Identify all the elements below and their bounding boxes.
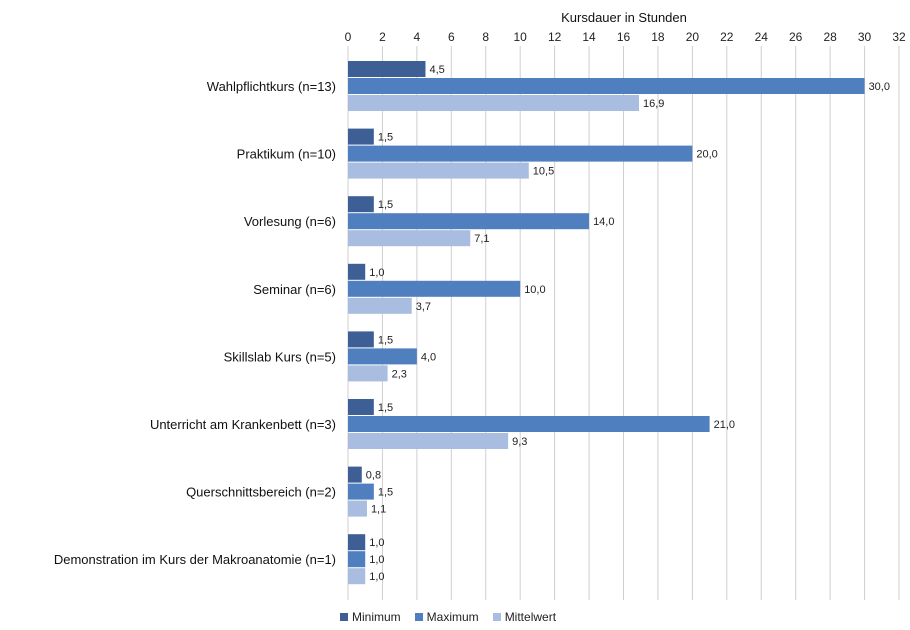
data-label: 1,0 [369,267,384,279]
bar-marks [348,61,865,585]
bar-maximum [348,551,366,568]
data-label: 1,5 [378,487,393,499]
gridlines [347,46,900,600]
data-label: 1,5 [378,132,393,144]
data-label: 30,0 [869,81,890,93]
data-label: 16,9 [643,98,664,110]
category-label: Unterricht am Krankenbett (n=3) [150,417,336,432]
legend: Minimum Maximum Mittelwert [340,610,556,624]
data-label: 2,3 [392,368,407,380]
legend-swatch-minimum [340,613,348,621]
legend-item-maximum: Maximum [414,610,479,624]
bar-minimum [348,128,374,145]
bar-minimum [348,331,374,348]
data-label: 1,0 [369,571,384,583]
x-tick-label: 4 [414,30,421,44]
category-label: Vorlesung (n=6) [244,214,336,229]
category-labels: Wahlpflichtkurs (n=13) Praktikum (n=10) Vo… [54,79,336,567]
bar-maximum [348,483,374,500]
data-label: 3,7 [416,301,431,313]
legend-item-mittelwert: Mittelwert [492,610,557,624]
category-label: Seminar (n=6) [253,282,336,297]
bar-maximum [348,280,521,297]
data-label: 1,5 [378,199,393,211]
legend-swatch-maximum [414,613,423,621]
bar-mittelwert [348,297,412,314]
x-tick-label: 22 [720,30,734,44]
bar-maximum [348,213,590,230]
data-labels: 4,5 30,0 16,9 1,5 20,0 10,5 1,5 14,0 7,1 1,0 10,0 3… [366,64,890,583]
x-axis-ticks: 0 2 4 6 8 10 12 14 16 18 20 22 24 26 28 30 32 [345,30,906,44]
bar-mittelwert [348,95,639,111]
legend-swatch-mittelwert [492,613,501,621]
bar-mittelwert [348,365,388,382]
bar-maximum [348,78,865,94]
data-label: 1,0 [369,537,384,549]
data-label: 9,3 [512,436,527,448]
bar-minimum [348,534,366,551]
data-label: 1,1 [371,504,386,516]
bar-maximum [348,348,417,365]
data-label: 21,0 [714,419,735,431]
data-label: 20,0 [696,149,717,161]
x-tick-label: 2 [379,30,386,44]
x-tick-label: 28 [823,30,837,44]
x-tick-label: 32 [892,30,906,44]
x-tick-label: 10 [514,30,528,44]
legend-item-minimum: Minimum [340,610,401,624]
bar-mittelwert [348,433,509,449]
axis-title: Kursdauer in Stunden [561,10,687,25]
category-label: Querschnittsbereich (n=2) [186,485,336,500]
data-label: 10,5 [533,166,554,178]
x-tick-label: 12 [548,30,562,44]
data-label: 1,0 [369,554,384,566]
data-label: 10,0 [524,284,545,296]
data-label: 4,0 [421,351,436,363]
x-tick-label: 6 [448,30,455,44]
bar-mittelwert [348,162,529,179]
x-tick-label: 16 [617,30,631,44]
x-tick-label: 8 [482,30,489,44]
category-label: Demonstration im Kurs der Makroanatomie … [54,552,336,567]
data-label: 7,1 [474,233,489,245]
legend-label-maximum: Maximum [426,610,479,624]
x-tick-label: 24 [755,30,769,44]
x-tick-label: 30 [858,30,872,44]
legend-label-minimum: Minimum [352,610,401,624]
category-label: Skillslab Kurs (n=5) [224,349,336,364]
bar-maximum [348,416,710,432]
bar-minimum [348,466,362,483]
x-tick-label: 26 [789,30,803,44]
category-label: Wahlpflichtkurs (n=13) [207,79,336,94]
bar-maximum [348,145,693,162]
bar-minimum [348,399,374,415]
category-label: Praktikum (n=10) [237,147,336,162]
x-tick-label: 18 [651,30,665,44]
bar-minimum [348,196,374,213]
bar-minimum [348,61,426,77]
data-label: 4,5 [429,64,444,76]
bar-mittelwert [348,230,471,247]
data-label: 1,5 [378,334,393,346]
x-tick-label: 20 [686,30,700,44]
data-label: 14,0 [593,216,614,228]
bar-mittelwert [348,568,366,585]
legend-label-mittelwert: Mittelwert [504,610,557,624]
x-tick-label: 0 [345,30,352,44]
x-tick-label: 14 [582,30,596,44]
bar-minimum [348,263,366,280]
data-label: 1,5 [378,402,393,414]
bar-mittelwert [348,500,367,517]
data-label: 0,8 [366,470,381,482]
